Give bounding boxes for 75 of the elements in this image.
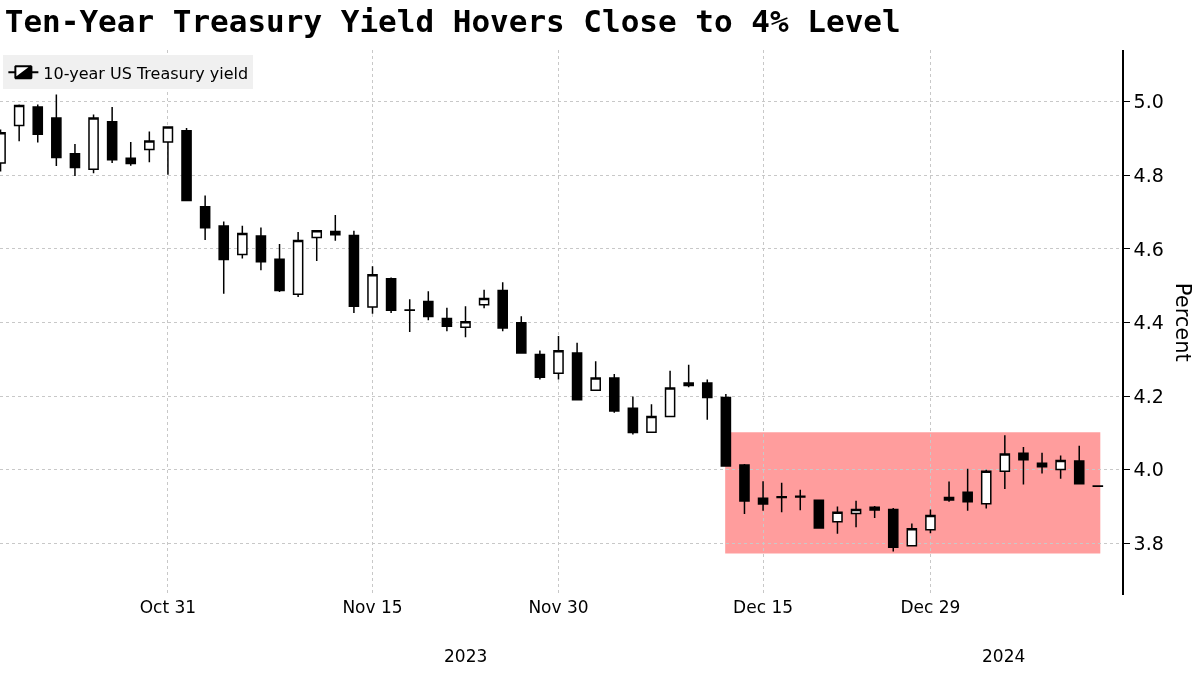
candlestick xyxy=(776,481,787,513)
x-tick-label: Dec 15 xyxy=(733,597,794,617)
y-tick-label: 4.4 xyxy=(1133,311,1164,334)
candlestick xyxy=(385,276,397,314)
candlestick xyxy=(125,141,137,167)
candlestick xyxy=(757,480,769,512)
candlestick xyxy=(794,488,806,512)
x-tick-label: Nov 30 xyxy=(528,597,589,617)
candlestick xyxy=(199,194,211,241)
candlestick xyxy=(367,265,378,315)
candlestick xyxy=(404,298,416,333)
candlestick xyxy=(218,220,230,295)
candlestick xyxy=(497,281,508,333)
candlestick xyxy=(1073,445,1085,485)
candlestick xyxy=(608,373,620,414)
candlestick xyxy=(69,143,81,177)
candlestick xyxy=(701,378,713,421)
candlestick xyxy=(423,290,434,322)
candlestick xyxy=(906,522,918,547)
candlestick xyxy=(1018,446,1029,486)
candlestick xyxy=(32,103,44,144)
candlestick xyxy=(571,342,583,401)
candlestick xyxy=(348,230,360,314)
candlestick xyxy=(88,113,99,175)
text: 2024 xyxy=(982,646,1026,666)
candlestick xyxy=(515,315,527,354)
y-tick-label: 4.8 xyxy=(1133,163,1164,186)
candlestick xyxy=(441,307,453,333)
y-tick-label: 4.0 xyxy=(1133,458,1164,481)
candlestick xyxy=(1036,452,1048,475)
y-tick-label: 4.6 xyxy=(1133,237,1164,260)
candlestick xyxy=(962,467,973,512)
y-axis-title: Percent xyxy=(1171,282,1196,362)
candlestick xyxy=(478,288,490,309)
candlestick xyxy=(553,335,564,381)
candlestick xyxy=(832,505,843,535)
text: 2023 xyxy=(444,646,488,666)
candlestick xyxy=(869,505,880,519)
candlestick xyxy=(144,130,155,164)
candlestick xyxy=(646,403,657,433)
candlestick xyxy=(813,498,825,529)
y-tick-label: 5.0 xyxy=(1133,90,1164,113)
candlestick xyxy=(980,469,992,510)
candlestick xyxy=(311,230,323,262)
candlestick xyxy=(330,214,341,242)
candlestick xyxy=(664,369,676,418)
candlestick xyxy=(534,349,546,381)
candlestick xyxy=(237,224,248,260)
candlestick xyxy=(887,507,899,553)
x-tick-label: Nov 15 xyxy=(342,597,403,617)
candlestick xyxy=(274,243,285,293)
candlestick xyxy=(181,127,192,202)
candlestick xyxy=(1055,454,1066,480)
chart-title: Ten-Year Treasury Yield Hovers Close to 4% Level xyxy=(4,2,901,39)
candlestick xyxy=(106,106,118,164)
candlestick xyxy=(999,434,1011,490)
candlestick xyxy=(943,480,955,503)
candlestick xyxy=(590,360,601,392)
y-tick-label: 3.8 xyxy=(1133,532,1164,555)
candlestick xyxy=(850,499,862,528)
candlestick xyxy=(255,226,267,271)
x-tick-label: Dec 29 xyxy=(900,597,961,617)
candlestick xyxy=(720,393,732,467)
candlestick xyxy=(925,508,936,534)
candlestick xyxy=(460,305,471,338)
candlestick xyxy=(13,103,25,143)
candlestick xyxy=(51,93,62,167)
candlestick xyxy=(292,231,304,298)
candlestick xyxy=(627,395,639,436)
candlestick xyxy=(162,125,174,176)
candlestick xyxy=(683,364,694,389)
y-tick-label: 4.2 xyxy=(1133,384,1164,407)
legend-label: 10-year US Treasury yield xyxy=(43,63,249,83)
candlestick xyxy=(739,463,750,515)
x-tick-label: Oct 31 xyxy=(139,597,197,617)
